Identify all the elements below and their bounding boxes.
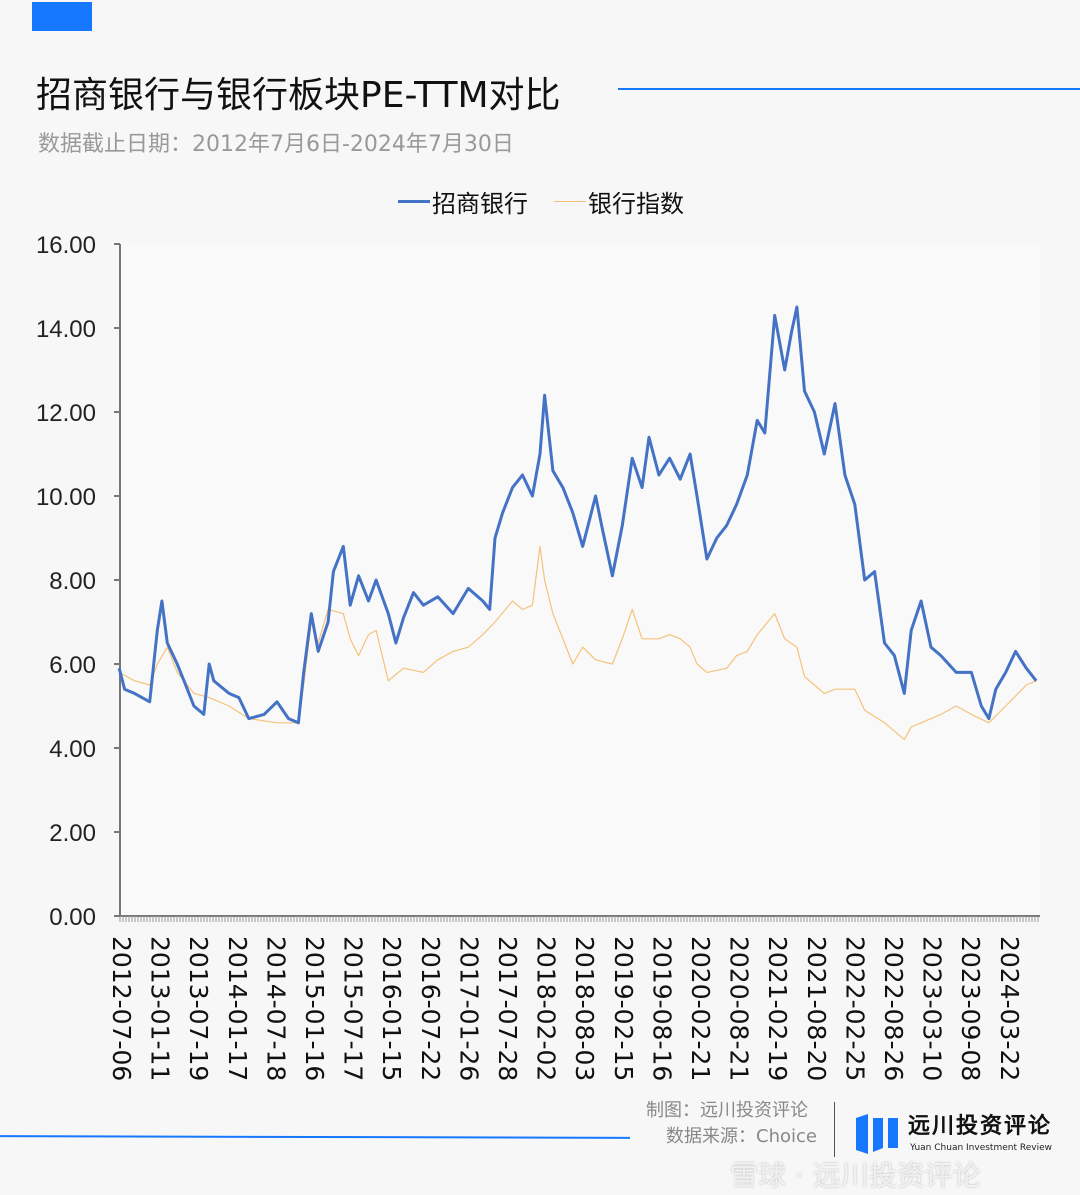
y-tick-label: 12.00 [36,400,96,427]
legend-swatch-cmb [398,200,430,203]
x-tick-label: 2012-07-06 [107,936,136,1082]
y-tick-label: 6.00 [49,652,96,679]
chart-title: 招商银行与银行板块PE-TTM对比 [36,75,561,116]
x-tick-label: 2019-08-16 [647,936,677,1082]
y-tick-label: 4.00 [49,736,96,763]
legend-item-cmb: 招商银行 [398,184,528,219]
y-tick-label: 8.00 [49,568,96,595]
x-tick-label: 2014-01-17 [222,936,252,1082]
x-tick-label: 2020-08-21 [724,936,754,1082]
x-tick-label: 2017-07-28 [493,936,522,1082]
legend-swatch-bank [554,201,586,202]
x-tick-label: 2013-01-11 [145,936,175,1082]
footer-separator [834,1102,835,1157]
x-tick-label: 2023-03-10 [917,936,947,1082]
y-tick-label: 10.00 [36,484,96,511]
y-tick-label: 16.00 [36,232,96,259]
x-tick-label: 2013-07-19 [184,936,214,1082]
y-tick-label: 0.00 [49,904,96,931]
x-tick-label: 2022-08-26 [879,936,908,1082]
x-tick-label: 2020-02-21 [686,936,715,1082]
x-tick-label: 2022-02-25 [840,936,870,1082]
accent-block [32,2,92,31]
legend-label-cmb: 招商银行 [432,190,528,218]
x-tick-label: 2021-08-20 [801,936,831,1082]
x-tick-label: 2021-02-19 [763,936,793,1082]
x-tick-label: 2015-01-16 [300,936,329,1082]
y-tick-label: 2.00 [49,820,96,847]
x-tick-label: 2017-01-26 [454,936,484,1082]
watermark: 雪球 · 远川投资评论 [730,1159,981,1192]
x-tick-label: 2016-07-22 [415,936,445,1082]
logo-name: 远川投资评论 [908,1114,1053,1139]
source-text: 数据来源：Choice [666,1126,817,1147]
x-tick-label: 2019-02-15 [608,936,638,1082]
legend-item-bank: 银行指数 [554,184,684,219]
title-divider [618,88,1080,90]
x-tick-label: 2014-07-18 [261,936,291,1082]
chart-subtitle: 数据截止日期：2012年7月6日-2024年7月30日 [38,132,514,157]
credit-text: 制图：远川投资评论 [646,1100,808,1121]
series-line-cmb [117,305,1038,725]
x-tick-label: 2015-07-17 [338,936,368,1082]
x-tick-label: 2018-08-03 [570,936,600,1082]
x-tick-label: 2018-02-02 [531,936,561,1082]
x-tick-label: 2024-03-22 [994,936,1024,1082]
y-tick-label: 14.00 [36,316,96,343]
logo-icon [856,1114,898,1154]
x-tick-label: 2023-09-08 [956,936,986,1082]
legend-label-bank: 银行指数 [588,190,684,218]
x-tick-label: 2016-01-15 [377,936,407,1082]
plot-background [120,244,1040,916]
legend: 招商银行 银行指数 [398,184,684,219]
logo-english: Yuan Chuan Investment Review [910,1143,1052,1153]
